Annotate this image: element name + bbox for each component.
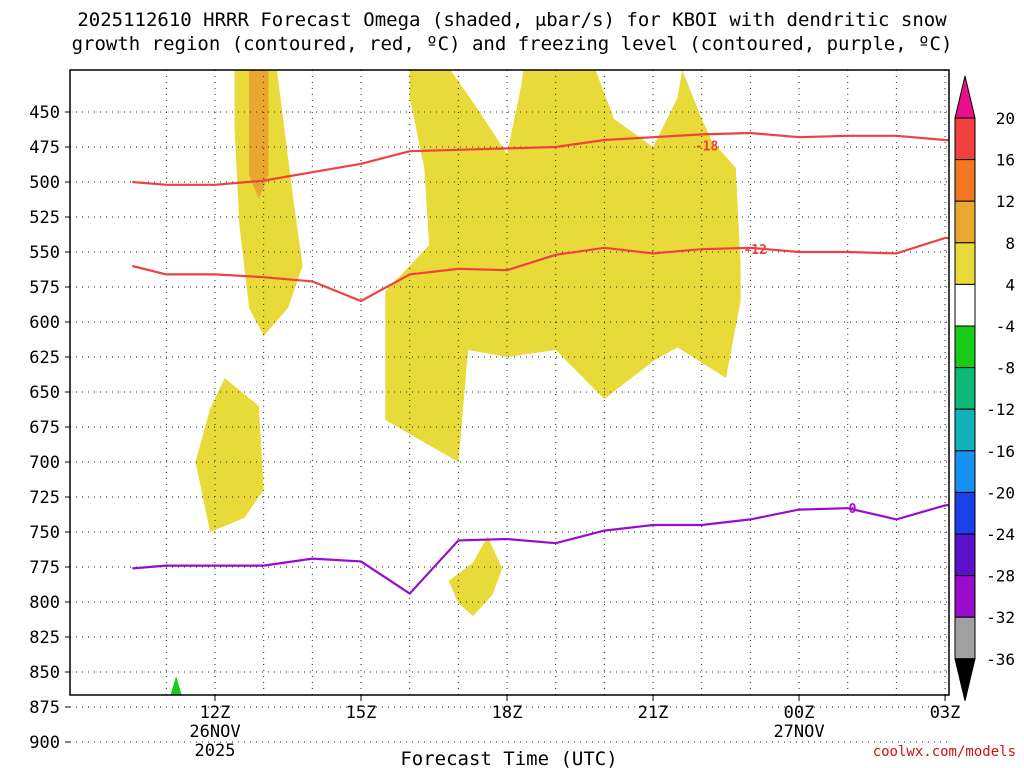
colorbar-bin-6 xyxy=(954,367,976,410)
colorbar: 20 16 12 8 4 -4 -8 -12 -16 -20 -24 -28 -32 -36 xyxy=(954,75,1015,701)
colorbar-bin-3 xyxy=(954,242,976,285)
y-tick-label-850: 850 xyxy=(29,663,60,683)
omega-region-4 xyxy=(448,536,503,616)
y-tick-label-525: 525 xyxy=(29,208,60,228)
y-tick-label-900: 900 xyxy=(29,733,60,753)
omega-region-2 xyxy=(195,378,264,532)
y-tick-label-475: 475 xyxy=(29,138,60,158)
colorbar-bin-2 xyxy=(954,200,976,244)
contour-line-0 xyxy=(132,503,949,596)
colorbar-label-3: 8 xyxy=(1005,234,1015,253)
colorbar-bin-11 xyxy=(954,575,976,618)
chart-title-line-1: 2025112610 HRRR Forecast Omega (shaded, … xyxy=(77,9,947,31)
colorbar-label-4: 4 xyxy=(1005,275,1015,294)
contour-line--18 xyxy=(132,131,949,186)
x-tick-label-12-0: 12Z xyxy=(200,703,231,723)
colorbar-label-1: 16 xyxy=(996,151,1015,170)
colorbar-label-12: -32 xyxy=(986,608,1015,627)
contour-label--12: -12 xyxy=(743,243,766,258)
y-tick-label-650: 650 xyxy=(29,383,60,403)
colorbar-bin-4 xyxy=(954,283,976,327)
colorbar-bin-5 xyxy=(954,325,976,369)
colorbar-bin-12 xyxy=(954,616,976,660)
colorbar-label-11: -28 xyxy=(986,567,1015,586)
colorbar-top-arrow xyxy=(954,75,976,119)
y-tick-label-600: 600 xyxy=(29,313,60,333)
colorbar-bin-10 xyxy=(954,533,976,577)
x-tick-label-18-0: 18Z xyxy=(492,703,523,723)
colorbar-bottom-arrow xyxy=(954,658,976,701)
y-tick-label-450: 450 xyxy=(29,103,60,123)
y-tick-label-675: 675 xyxy=(29,418,60,438)
y-tick-label-725: 725 xyxy=(29,488,60,508)
colorbar-label-0: 20 xyxy=(996,109,1015,128)
site-credit: coolwx.com/models xyxy=(872,744,1016,760)
grid-layer xyxy=(70,70,949,743)
colorbar-label-9: -20 xyxy=(986,483,1015,502)
y-tick-label-775: 775 xyxy=(29,558,60,578)
chart-title-line-2: growth region (contoured, red, ºC) and f… xyxy=(71,33,953,55)
contour-label-0: 0 xyxy=(849,502,857,517)
colorbar-label-5: -4 xyxy=(996,317,1015,336)
omega-region-0 xyxy=(234,70,303,336)
x-tick-label-12-2: 2025 xyxy=(195,741,236,761)
y-tick-label-800: 800 xyxy=(29,593,60,613)
axes-layer: 450 475 500 525 550 575 600 625 650 675 700 725 750 7… xyxy=(29,103,961,761)
colorbar-bin-7 xyxy=(954,408,976,452)
colorbar-label-10: -24 xyxy=(986,525,1015,544)
omega-region-5 xyxy=(170,676,182,695)
contour-line--12 xyxy=(132,236,949,303)
omega-region-3 xyxy=(385,70,741,462)
colorbar-label-7: -12 xyxy=(986,400,1015,419)
x-tick-label-24-0: 00Z xyxy=(784,703,815,723)
colorbar-label-8: -16 xyxy=(986,442,1015,461)
y-tick-label-550: 550 xyxy=(29,243,60,263)
y-tick-label-625: 625 xyxy=(29,348,60,368)
x-tick-label-21-0: 21Z xyxy=(638,703,669,723)
y-tick-label-825: 825 xyxy=(29,628,60,648)
colorbar-label-6: -8 xyxy=(996,359,1015,378)
x-tick-label-15-0: 15Z xyxy=(346,703,377,723)
y-tick-label-700: 700 xyxy=(29,453,60,473)
y-tick-label-750: 750 xyxy=(29,523,60,543)
omega-shading-layer xyxy=(170,70,741,695)
contour-label--18: -18 xyxy=(695,140,719,155)
colorbar-bin-9 xyxy=(954,491,976,535)
x-axis-label: Forecast Time (UTC) xyxy=(400,748,617,768)
colorbar-label-13: -36 xyxy=(986,650,1015,669)
colorbar-label-2: 12 xyxy=(996,192,1015,211)
colorbar-bin-0 xyxy=(954,117,976,161)
y-tick-label-500: 500 xyxy=(29,173,60,193)
x-tick-label-12-1: 26NOV xyxy=(189,722,240,742)
x-tick-label-24-1: 27NOV xyxy=(773,722,824,742)
omega-region-1 xyxy=(249,70,269,199)
colorbar-bin-1 xyxy=(954,159,976,202)
colorbar-bin-8 xyxy=(954,450,976,493)
y-tick-label-875: 875 xyxy=(29,698,60,718)
x-tick-label-27-0: 03Z xyxy=(930,703,961,723)
y-tick-label-575: 575 xyxy=(29,278,60,298)
contour-line-layer: -18 -12 0 xyxy=(132,131,949,596)
plot-frame xyxy=(69,69,950,696)
